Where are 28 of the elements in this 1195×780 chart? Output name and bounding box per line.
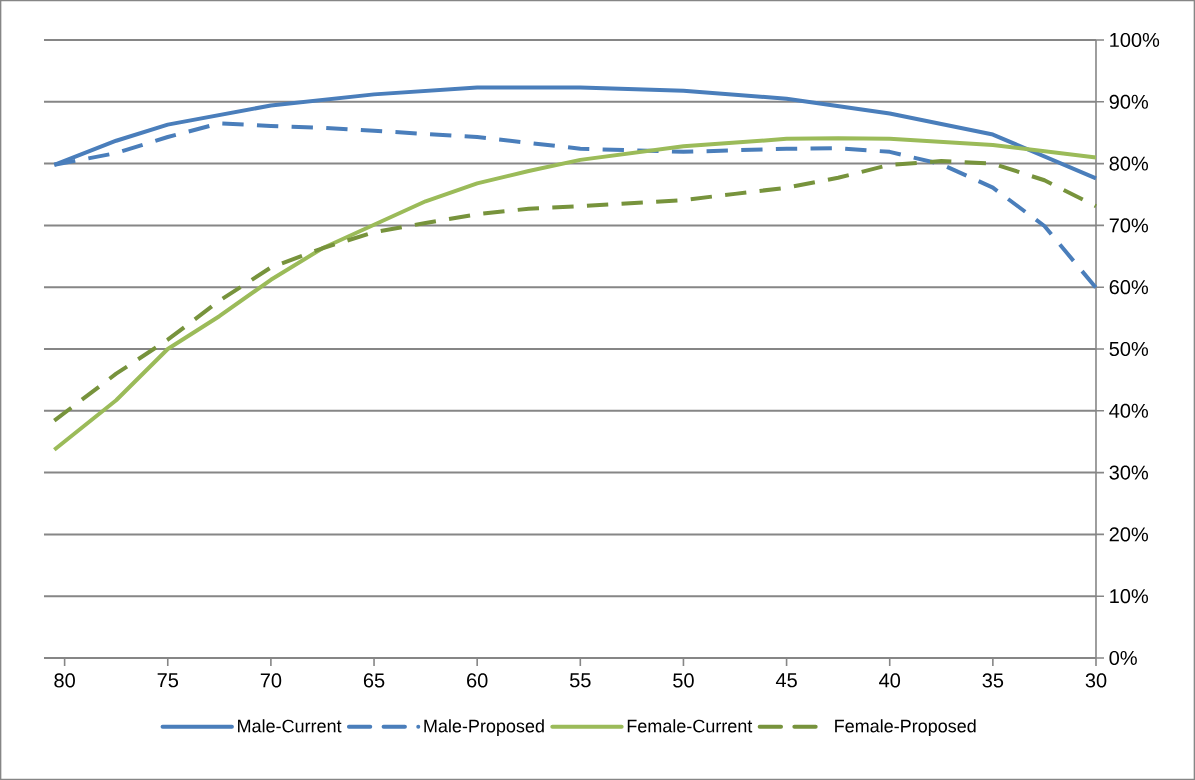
- legend-label: Male-Proposed: [424, 719, 544, 736]
- legend-label: Female-Proposed: [835, 719, 976, 736]
- x-tick-label: 80: [54, 673, 75, 688]
- y-tick-label: 60%: [1109, 280, 1149, 295]
- y-tick-label: 0%: [1109, 650, 1137, 666]
- x-tick-label: 45: [775, 673, 797, 688]
- y-tick-label: 20%: [1109, 527, 1149, 542]
- y-tick-label: 70%: [1109, 218, 1149, 233]
- y-tick-label: 80%: [1109, 156, 1149, 171]
- line-series: [52, 159, 1098, 423]
- y-tick-label: 50%: [1109, 341, 1149, 357]
- y-tick-label: 100%: [1110, 32, 1160, 48]
- y-tick-label: 40%: [1109, 403, 1149, 418]
- x-tick-label: 30: [1085, 673, 1107, 688]
- x-tick-label: 65: [363, 673, 385, 688]
- x-tick-label: 60: [467, 673, 488, 688]
- x-tick-label: 35: [982, 673, 1004, 688]
- line-series: [52, 136, 1098, 452]
- x-tick-label: 40: [879, 673, 901, 688]
- y-tick-label: 90%: [1109, 94, 1149, 109]
- legend-label: Female-Current: [627, 719, 753, 733]
- legend-label: Male-Current: [238, 719, 342, 733]
- x-tick-label: 50: [673, 673, 694, 688]
- x-tick-label: 55: [569, 673, 591, 688]
- x-tick-label: 75: [157, 673, 179, 688]
- x-tick-label: 70: [260, 673, 282, 688]
- y-tick-label: 10%: [1110, 589, 1149, 604]
- y-tick-label: 30%: [1109, 465, 1149, 480]
